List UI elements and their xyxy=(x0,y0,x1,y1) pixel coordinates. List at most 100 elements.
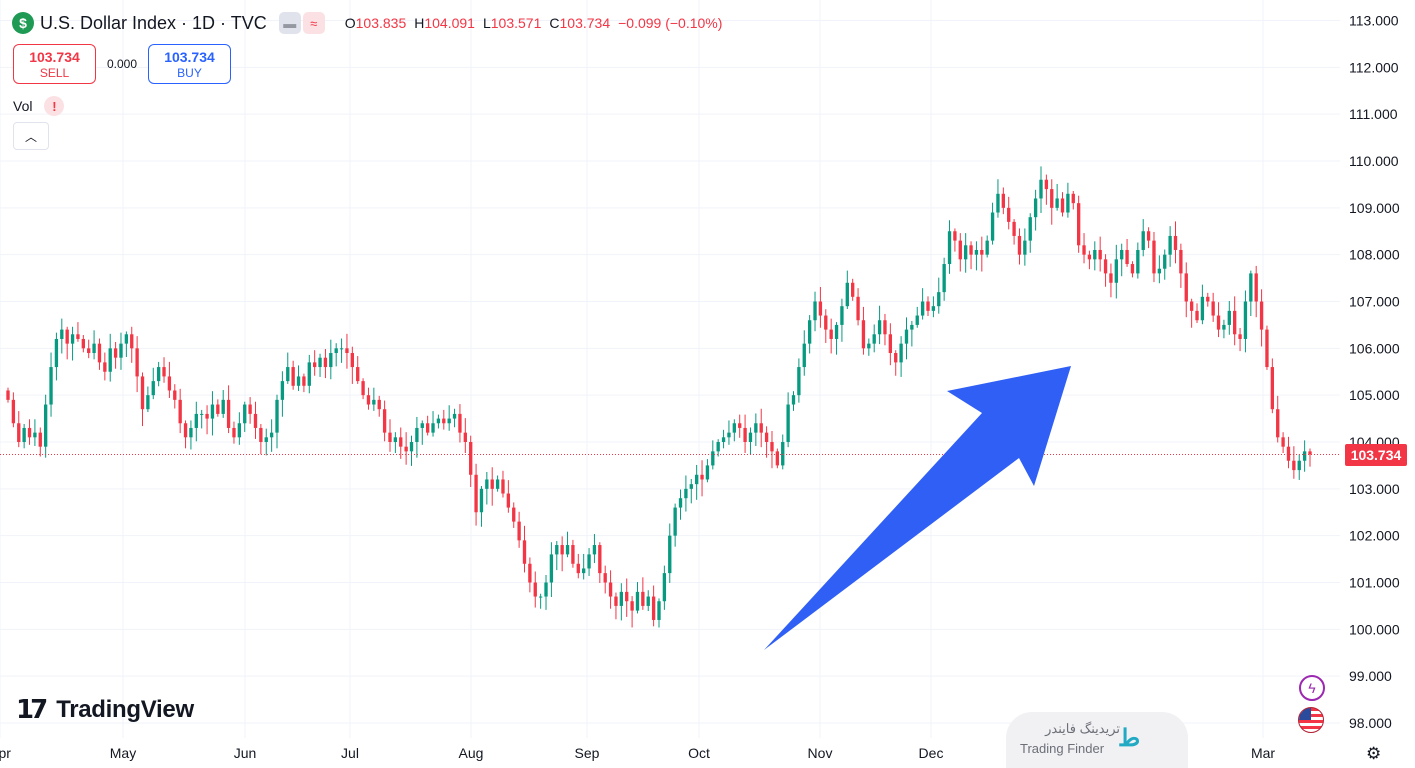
y-tick-label: 108.000 xyxy=(1349,247,1400,263)
candle-body xyxy=(947,231,952,265)
watermark-fa: تریدینگ فایندر xyxy=(1045,721,1120,736)
candle-body xyxy=(372,399,376,405)
last-price-label: 103.734 xyxy=(1345,444,1407,466)
bolt-icon[interactable]: ϟ xyxy=(1299,675,1325,701)
candle-body xyxy=(689,484,693,489)
x-tick-label: Jun xyxy=(234,745,257,761)
sell-price: 103.734 xyxy=(29,49,80,65)
candle-body xyxy=(479,488,484,513)
volume-indicator[interactable]: Vol ! xyxy=(13,96,65,116)
candle-body xyxy=(22,427,26,442)
candle-body xyxy=(571,545,575,564)
candle-body xyxy=(614,596,618,606)
candle-body xyxy=(1189,301,1194,311)
candle-body xyxy=(162,367,166,377)
candle-body xyxy=(399,437,403,447)
candle-body xyxy=(937,292,941,307)
watermark: تریدینگ فایندر Trading Finder ط xyxy=(1006,712,1188,768)
candle-body xyxy=(775,451,780,466)
candle-body xyxy=(582,568,586,574)
candle-body xyxy=(259,427,263,442)
candle-body xyxy=(1243,301,1248,339)
candle-body xyxy=(6,390,10,400)
open-label: O xyxy=(344,15,356,31)
candle-body xyxy=(87,348,91,354)
candle-body xyxy=(151,381,155,396)
candle-body xyxy=(92,343,96,354)
x-tick-label: Dec xyxy=(919,745,944,761)
dollar-symbol-icon[interactable]: $ xyxy=(12,12,34,34)
sell-button[interactable]: 103.734 SELL xyxy=(13,44,96,84)
candle-body xyxy=(1120,249,1124,260)
candle-body xyxy=(1071,193,1075,204)
candle-body xyxy=(1087,254,1092,260)
warning-icon[interactable]: ! xyxy=(44,96,65,116)
candle-body xyxy=(641,591,645,606)
candle-body xyxy=(167,376,172,391)
candle-body xyxy=(824,315,828,330)
candle-body xyxy=(711,451,715,466)
candle-body xyxy=(619,591,624,606)
candle-body xyxy=(442,418,446,424)
candle-body xyxy=(662,573,667,602)
candle-body xyxy=(555,545,559,555)
candle-body xyxy=(920,301,925,316)
wave-icon[interactable]: ≈ xyxy=(302,12,325,34)
candle-body xyxy=(237,423,242,438)
candle-body xyxy=(931,306,936,311)
candle-body xyxy=(754,423,758,433)
hide-icon[interactable]: ▬ xyxy=(278,12,301,34)
candle-body xyxy=(1066,193,1070,213)
candle-body xyxy=(409,442,414,452)
candle-body xyxy=(1141,231,1145,250)
buy-label: BUY xyxy=(177,66,202,80)
candle-body xyxy=(964,245,968,260)
candle-body xyxy=(721,437,726,442)
price-axis[interactable]: 113.000 112.000 111.000 110.000 109.000 108.0… xyxy=(1340,0,1415,768)
candle-body xyxy=(1109,273,1113,283)
candle-body xyxy=(872,334,876,344)
candle-body xyxy=(1082,245,1086,255)
y-tick-label: 111.000 xyxy=(1349,106,1398,122)
candle-body xyxy=(404,446,408,452)
candle-body xyxy=(985,240,989,255)
candle-body xyxy=(877,320,882,335)
candle-body xyxy=(969,245,973,255)
candle-body xyxy=(108,348,112,372)
buy-price: 103.734 xyxy=(164,49,215,65)
tradingview-logo[interactable]: 17 TradingView xyxy=(16,695,194,725)
x-tick-label: Mar xyxy=(1251,745,1275,761)
candle-body xyxy=(280,381,285,400)
candle-body xyxy=(888,334,893,354)
candle-body xyxy=(452,413,457,419)
candle-body xyxy=(1184,273,1188,302)
candle-body xyxy=(226,399,231,428)
candle-body xyxy=(302,376,306,386)
candle-body xyxy=(43,404,48,447)
candle-body xyxy=(269,432,274,438)
candle-body xyxy=(436,418,441,424)
candle-body xyxy=(533,582,537,597)
candle-body xyxy=(81,338,85,349)
candle-body xyxy=(1039,179,1043,199)
candle-body xyxy=(700,474,704,480)
candle-body xyxy=(517,521,521,541)
candle-body xyxy=(958,240,962,260)
candle-body xyxy=(668,535,672,574)
us-flag-icon[interactable] xyxy=(1298,707,1324,733)
candle-body xyxy=(76,334,80,339)
candle-body xyxy=(1136,249,1140,274)
gear-icon[interactable]: ⚙ xyxy=(1366,744,1382,763)
candle-body xyxy=(512,507,516,522)
candle-body xyxy=(156,367,161,382)
x-tick-label: Oct xyxy=(688,745,710,761)
candle-body xyxy=(781,442,785,466)
candle-body xyxy=(990,212,995,241)
candle-body xyxy=(70,334,75,344)
chevron-up-icon[interactable]: ︿ xyxy=(13,122,49,150)
open-value: 103.835 xyxy=(355,15,407,31)
symbol-title[interactable]: U.S. Dollar Index · 1D · TVC xyxy=(40,12,267,33)
buy-button[interactable]: 103.734 BUY xyxy=(148,44,231,84)
candle-body xyxy=(1254,273,1258,302)
